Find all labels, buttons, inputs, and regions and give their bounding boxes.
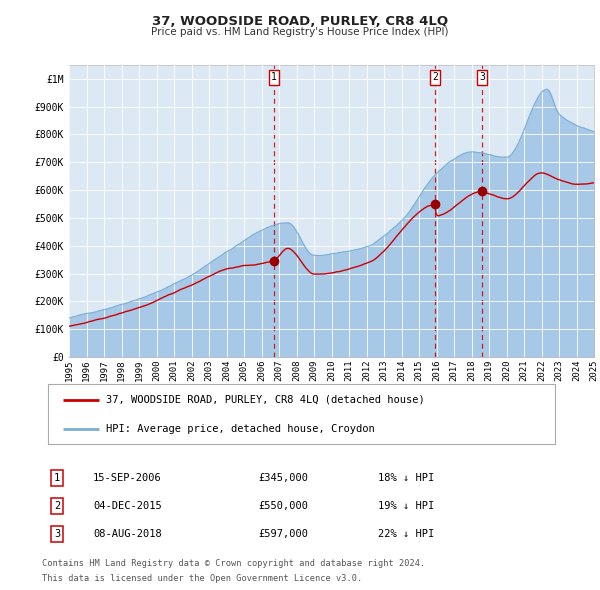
Text: 08-AUG-2018: 08-AUG-2018 xyxy=(93,529,162,539)
Text: 37, WOODSIDE ROAD, PURLEY, CR8 4LQ (detached house): 37, WOODSIDE ROAD, PURLEY, CR8 4LQ (deta… xyxy=(106,395,425,405)
Text: 3: 3 xyxy=(479,73,485,83)
Text: £345,000: £345,000 xyxy=(258,473,308,483)
Text: 1: 1 xyxy=(271,73,277,83)
Text: 19% ↓ HPI: 19% ↓ HPI xyxy=(378,501,434,511)
Text: £597,000: £597,000 xyxy=(258,529,308,539)
Text: 15-SEP-2006: 15-SEP-2006 xyxy=(93,473,162,483)
Text: £550,000: £550,000 xyxy=(258,501,308,511)
Text: Contains HM Land Registry data © Crown copyright and database right 2024.: Contains HM Land Registry data © Crown c… xyxy=(42,559,425,568)
Text: HPI: Average price, detached house, Croydon: HPI: Average price, detached house, Croy… xyxy=(106,424,375,434)
Text: 2: 2 xyxy=(432,73,438,83)
Text: 22% ↓ HPI: 22% ↓ HPI xyxy=(378,529,434,539)
Text: 1: 1 xyxy=(54,473,60,483)
Text: 37, WOODSIDE ROAD, PURLEY, CR8 4LQ: 37, WOODSIDE ROAD, PURLEY, CR8 4LQ xyxy=(152,15,448,28)
Text: 04-DEC-2015: 04-DEC-2015 xyxy=(93,501,162,511)
Text: 2: 2 xyxy=(54,501,60,511)
Text: 3: 3 xyxy=(54,529,60,539)
Text: This data is licensed under the Open Government Licence v3.0.: This data is licensed under the Open Gov… xyxy=(42,574,362,583)
Text: 18% ↓ HPI: 18% ↓ HPI xyxy=(378,473,434,483)
Text: Price paid vs. HM Land Registry's House Price Index (HPI): Price paid vs. HM Land Registry's House … xyxy=(151,27,449,37)
